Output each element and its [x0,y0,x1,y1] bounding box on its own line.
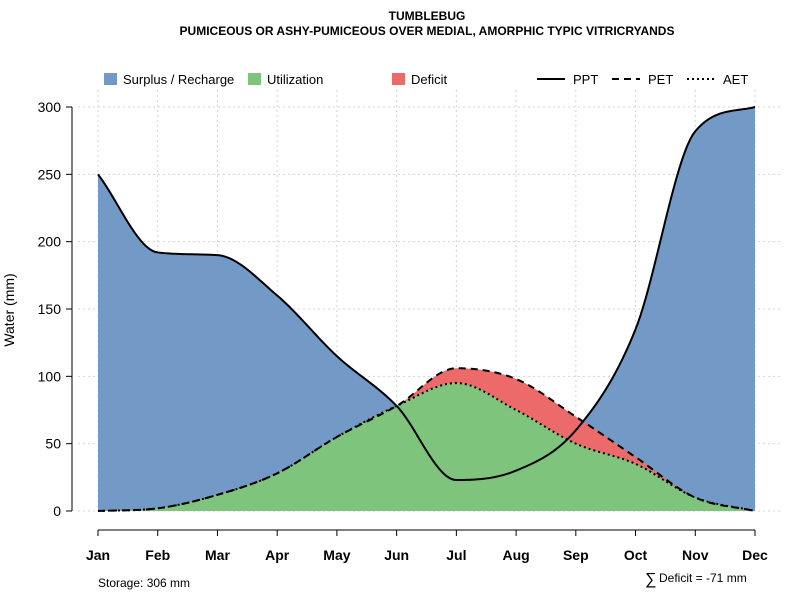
y-tick-label: 200 [38,234,62,250]
y-tick-label: 0 [53,503,61,519]
legend-label-utilization: Utilization [267,72,323,87]
y-tick-label: 250 [38,166,62,182]
legend-label-surplus: Surplus / Recharge [123,72,234,87]
legend-label-deficit: Deficit [411,72,448,87]
x-tick-label: Sep [563,547,589,563]
y-tick-label: 100 [38,368,62,384]
x-tick-label: Dec [742,547,768,563]
x-tick-label: Jan [86,547,110,563]
chart-title: TUMBLEBUG [389,9,466,23]
x-tick-label: May [323,547,350,563]
storage-note: Storage: 306 mm [98,576,190,590]
x-tick-label: Jun [384,547,409,563]
x-tick-label: Mar [205,547,230,563]
x-tick-label: Jul [446,547,466,563]
legend-swatch-utilization [248,73,261,85]
y-tick-label: 300 [38,99,62,115]
y-tick-label: 50 [45,436,61,452]
legend-label-pet: PET [648,72,673,87]
x-tick-label: Apr [265,547,290,563]
legend-swatch-deficit [392,73,405,85]
legend-label-ppt: PPT [573,72,598,87]
deficit-note: Deficit = -71 mm [659,571,747,585]
x-tick-label: Aug [502,547,529,563]
y-tick-label: 150 [38,301,62,317]
chart-subtitle: PUMICEOUS OR ASHY-PUMICEOUS OVER MEDIAL,… [180,24,675,38]
legend-swatch-surplus [104,73,117,85]
x-tick-label: Feb [145,547,170,563]
legend-label-aet: AET [723,72,748,87]
y-axis-label: Water (mm) [1,273,17,346]
water-balance-chart: 0 50 100 150 200 250 300 Jan Feb Mar Apr May Jun Jul A… [0,0,800,600]
legend: Surplus / Recharge Utilization Deficit P… [104,72,748,87]
sigma-symbol: ∑ [645,571,656,588]
x-tick-label: Oct [624,547,648,563]
x-tick-label: Nov [682,547,709,563]
chart-container: 0 50 100 150 200 250 300 Jan Feb Mar Apr May Jun Jul A… [0,0,800,600]
